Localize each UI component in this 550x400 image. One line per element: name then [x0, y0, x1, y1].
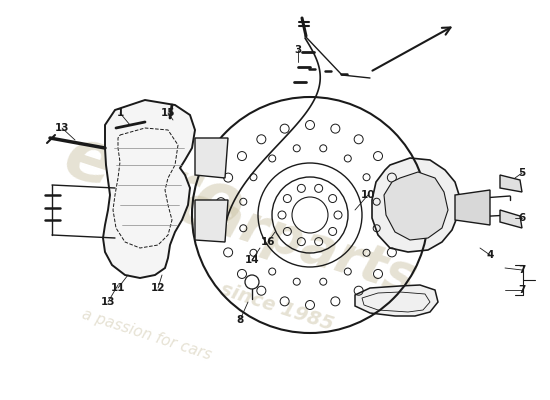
Polygon shape	[384, 172, 448, 240]
Polygon shape	[355, 285, 438, 316]
Text: 13: 13	[101, 297, 115, 307]
Text: 14: 14	[245, 255, 259, 265]
Polygon shape	[372, 158, 460, 252]
Text: carparts: carparts	[170, 180, 423, 306]
Polygon shape	[500, 175, 522, 192]
Text: 11: 11	[111, 283, 125, 293]
Text: 10: 10	[361, 190, 375, 200]
Polygon shape	[195, 200, 228, 242]
Text: 4: 4	[486, 250, 494, 260]
Text: a passion for cars: a passion for cars	[80, 307, 213, 363]
Text: 7: 7	[518, 285, 526, 295]
Polygon shape	[455, 190, 490, 225]
Text: 16: 16	[261, 237, 275, 247]
Text: 8: 8	[236, 315, 244, 325]
Text: euro: euro	[55, 122, 253, 245]
Text: 1: 1	[117, 108, 124, 118]
Text: 5: 5	[518, 168, 526, 178]
Polygon shape	[195, 138, 228, 178]
Text: 6: 6	[518, 213, 526, 223]
Text: 3: 3	[294, 45, 301, 55]
Text: 7: 7	[518, 265, 526, 275]
Text: 13: 13	[55, 123, 69, 133]
Text: 12: 12	[151, 283, 165, 293]
Polygon shape	[103, 100, 195, 278]
Polygon shape	[500, 210, 522, 228]
Text: since 1985: since 1985	[218, 280, 336, 334]
Text: 15: 15	[161, 108, 175, 118]
